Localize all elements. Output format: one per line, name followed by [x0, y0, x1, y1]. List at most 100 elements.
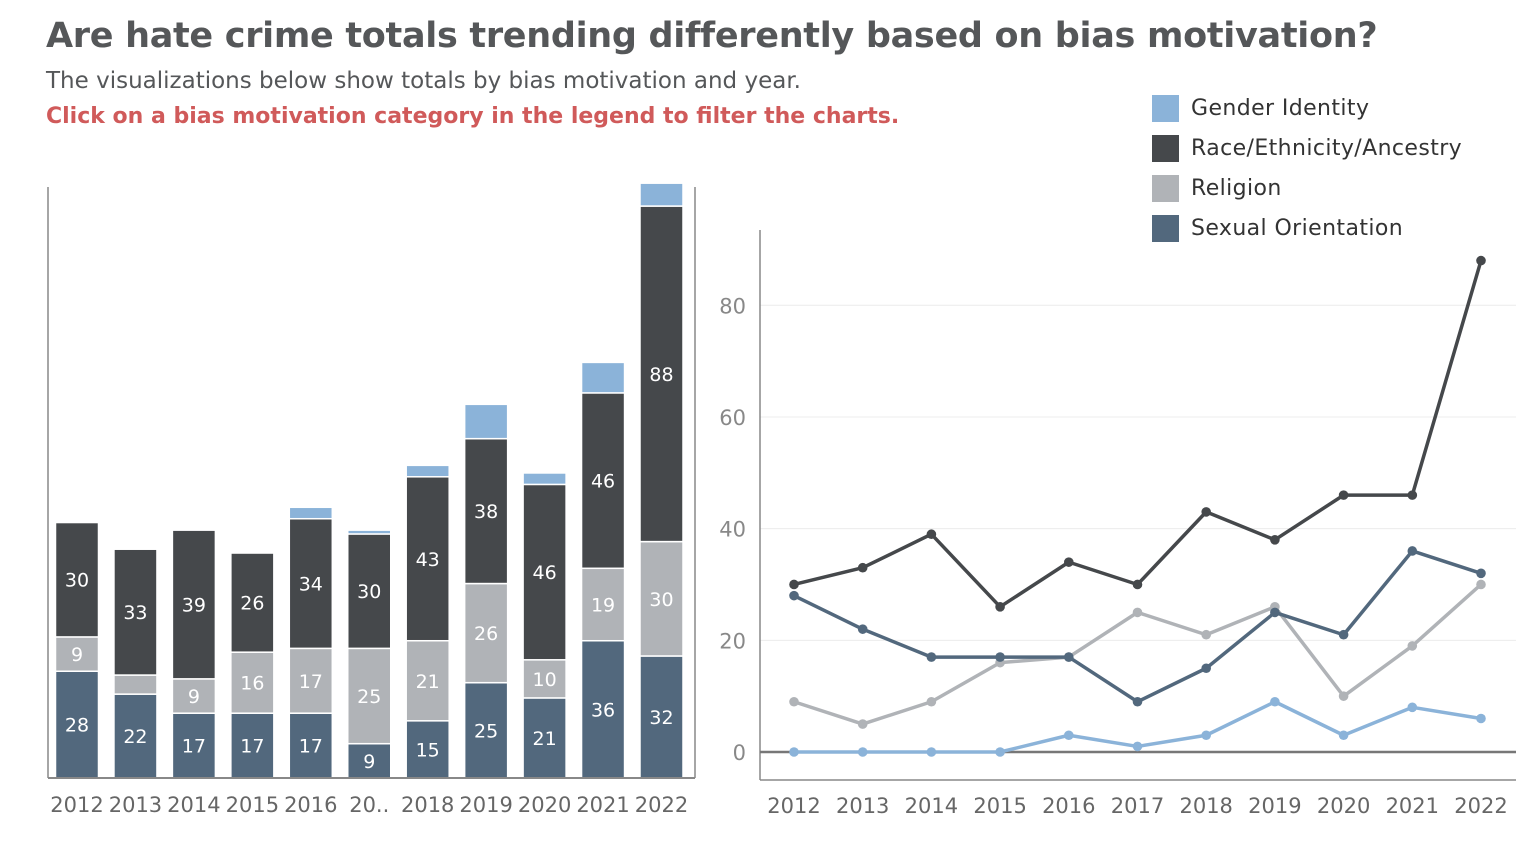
- bar-segment-religion: [54, 636, 100, 672]
- line-point-gender-identity: [926, 747, 937, 757]
- bar-data-label: 26: [240, 593, 264, 615]
- line-y-tick-label: 80: [719, 294, 746, 318]
- bar-data-label: 88: [649, 364, 673, 386]
- bar-data-label: 10: [533, 669, 557, 691]
- bar-data-label: 33: [123, 602, 147, 624]
- line-x-tick-label: 2012: [767, 794, 820, 818]
- line-point-race-ethnicity-ancestry: [1064, 557, 1074, 567]
- bar-segment-sexual-orientation: [580, 639, 626, 779]
- line-x-tick-label: 2017: [1111, 794, 1164, 818]
- bar-segment-religion: [288, 647, 334, 714]
- legend-item-gender-identity[interactable]: Gender Identity: [1152, 88, 1462, 128]
- bar-segment-religion: [405, 639, 450, 722]
- bar-segment-religion: [463, 582, 509, 684]
- line-x-tick-label: 2022: [1454, 794, 1507, 818]
- line-y-tick-label: 60: [719, 406, 746, 430]
- line-point-religion: [1476, 579, 1486, 590]
- bar-segment-gender-identity: [463, 403, 509, 440]
- bar-x-tick-label: 2019: [459, 793, 512, 817]
- line-point-religion: [789, 696, 799, 707]
- line-x-tick-label: 2021: [1386, 794, 1439, 818]
- line-point-gender-identity: [857, 747, 868, 757]
- bar-data-label: 16: [240, 673, 264, 695]
- bar-segment-sexual-orientation: [347, 742, 392, 779]
- legend-label: Sexual Orientation: [1191, 215, 1404, 241]
- bar-data-label: 39: [182, 595, 206, 617]
- line-point-gender-identity: [1270, 696, 1280, 707]
- line-point-gender-identity: [1338, 730, 1349, 741]
- bar-segment-race-ethnicity-ancestry: [463, 437, 509, 585]
- line-point-religion: [1407, 641, 1418, 651]
- line-point-religion: [857, 719, 868, 729]
- line-y-tick-label: 40: [719, 518, 746, 542]
- line-x-tick-label: 2019: [1248, 794, 1301, 818]
- legend-swatch: [1152, 94, 1179, 122]
- bar-data-label: 9: [363, 751, 375, 773]
- bar-segment-race-ethnicity-ancestry: [288, 517, 334, 650]
- line-point-gender-identity: [995, 747, 1005, 757]
- bar-x-tick-label: 2015: [226, 793, 279, 817]
- bar-segment-race-ethnicity-ancestry: [171, 529, 217, 680]
- dashboard-title: Are hate crime totals trending different…: [46, 16, 1378, 56]
- line-point-gender-identity: [1476, 713, 1486, 724]
- bar-segment-religion: [522, 659, 567, 699]
- bias-motivation-legend: Gender Identity Race/Ethnicity/Ancestry …: [1152, 88, 1462, 248]
- legend-item-sexual-orientation[interactable]: Sexual Orientation: [1152, 208, 1462, 248]
- line-chart: 0 20 40 60 80 2012 2013 2014 2015 2016 2017 2018 201…: [719, 230, 1516, 818]
- line-x-tick-label: 2020: [1317, 794, 1370, 818]
- bar-data-label: 21: [533, 728, 557, 750]
- bar-data-label: 26: [474, 623, 498, 645]
- bar-segment-sexual-orientation: [405, 720, 450, 779]
- bar-data-label: 46: [533, 562, 557, 584]
- bar-data-label: 21: [416, 671, 440, 693]
- bar-data-label: 30: [649, 589, 673, 611]
- line-point-race-ethnicity-ancestry: [1476, 255, 1486, 266]
- line-x-tick-label: 2018: [1179, 794, 1232, 818]
- bar-segment-sexual-orientation: [288, 712, 334, 779]
- bar-x-tick-label: 2020: [518, 793, 571, 817]
- line-point-sexual-orientation: [1338, 629, 1349, 640]
- bar-data-label: 25: [357, 686, 381, 708]
- line-point-religion: [1132, 607, 1143, 618]
- bar-data-label: 15: [416, 739, 440, 761]
- bar-data-label: 17: [182, 736, 206, 758]
- bar-segment-religion: [347, 647, 392, 745]
- bar-segment-religion: [113, 674, 158, 695]
- bar-segment-religion: [580, 567, 626, 642]
- line-point-gender-identity: [1201, 730, 1211, 741]
- legend-swatch: [1152, 174, 1179, 202]
- bar-data-label: 32: [649, 707, 673, 729]
- line-point-race-ethnicity-ancestry: [1338, 490, 1349, 500]
- legend-item-race-ethnicity-ancestry[interactable]: Race/Ethnicity/Ancestry: [1152, 128, 1462, 168]
- bar-segment-gender-identity: [288, 506, 334, 520]
- bar-segment-gender-identity: [522, 472, 567, 486]
- bar-segment-sexual-orientation: [171, 712, 217, 779]
- bar-segment-race-ethnicity-ancestry: [580, 392, 626, 570]
- line-y-tick-label: 0: [733, 741, 746, 765]
- bar-data-label: 30: [357, 581, 381, 603]
- line-point-sexual-orientation: [1132, 696, 1143, 707]
- filter-instruction: Click on a bias motivation category in t…: [46, 104, 900, 129]
- line-point-gender-identity: [789, 747, 799, 757]
- line-x-tick-label: 2014: [905, 794, 958, 818]
- bar-x-tick-label: 2012: [50, 793, 103, 817]
- line-point-gender-identity: [1407, 702, 1418, 713]
- bar-data-label: 34: [299, 574, 323, 596]
- bar-segment-race-ethnicity-ancestry: [230, 552, 275, 653]
- bar-data-label: 43: [416, 549, 440, 571]
- bar-x-tick-label: 2016: [284, 793, 337, 817]
- line-point-religion: [1338, 691, 1349, 701]
- line-x-tick-label: 2013: [836, 794, 889, 818]
- line-point-sexual-orientation: [1476, 568, 1486, 579]
- line-point-race-ethnicity-ancestry: [926, 529, 937, 540]
- bar-x-tick-label: 20..: [349, 793, 389, 817]
- bar-segment-religion: [639, 540, 684, 657]
- stacked-bar-chart: 28 9 30 2012 22 33 2013 17 9 39 2014 17 16 26 2015 17 17…: [47, 182, 696, 817]
- legend-item-religion[interactable]: Religion: [1152, 168, 1462, 208]
- bar-data-label: 9: [188, 686, 200, 708]
- bar-data-label: 17: [299, 736, 323, 758]
- bar-data-label: 17: [299, 671, 323, 693]
- line-point-race-ethnicity-ancestry: [789, 579, 799, 590]
- line-x-tick-label: 2015: [973, 794, 1026, 818]
